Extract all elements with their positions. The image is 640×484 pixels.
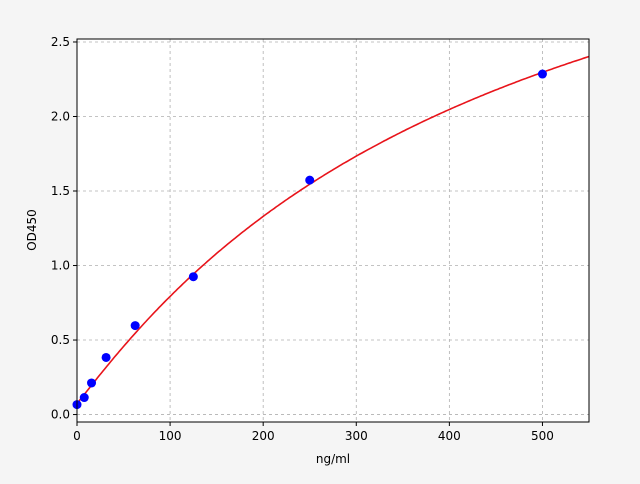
y-axis-label: OD450 — [25, 209, 39, 251]
x-tick-label: 300 — [345, 429, 368, 443]
y-tick-label: 0.0 — [51, 408, 70, 422]
y-tick-label: 1.0 — [51, 259, 70, 273]
plot-frame — [76, 38, 590, 423]
x-tick-label: 400 — [438, 429, 461, 443]
data-point — [188, 272, 198, 282]
x-tick-label: 0 — [73, 429, 81, 443]
x-axis: 0 100 200 300 400 500 — [73, 422, 554, 443]
data-point — [101, 352, 111, 362]
plot-area — [77, 39, 589, 422]
fit-curve-group — [76, 55, 590, 404]
x-axis-label: ng/ml — [316, 452, 350, 466]
y-tick-label: 2.0 — [51, 109, 70, 123]
y-tick-label: 1.5 — [51, 184, 70, 198]
fit-curve-line — [76, 55, 590, 404]
data-point — [537, 69, 547, 79]
y-tick-label: 0.5 — [51, 333, 70, 347]
x-tick-label: 100 — [159, 429, 182, 443]
y-tick-label: 2.5 — [51, 35, 70, 49]
y-axis: 0.0 0.5 1.0 1.5 2.0 2.5 — [51, 35, 77, 422]
x-tick-label: 500 — [531, 429, 554, 443]
data-point — [79, 393, 89, 403]
x-tick-label: 200 — [252, 429, 275, 443]
data-point — [130, 321, 140, 331]
data-point — [305, 175, 315, 185]
data-point — [87, 378, 97, 388]
